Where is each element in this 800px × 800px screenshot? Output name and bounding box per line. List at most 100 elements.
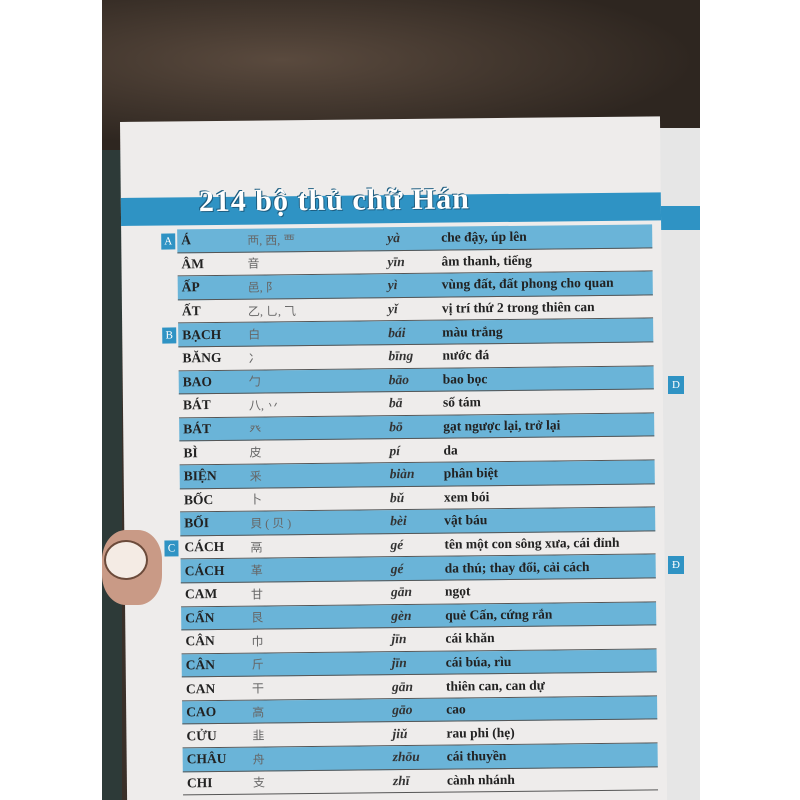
- table-row: CHI 支 zhī cành nhánh: [182, 767, 659, 796]
- pinyin: jīn: [391, 631, 407, 647]
- pinyin: bǔ: [389, 489, 405, 506]
- meaning: thiên can, can dự: [445, 677, 545, 694]
- pinyin: bāo: [388, 371, 410, 388]
- meaning: tên một con sông xưa, cái đỉnh: [444, 534, 620, 552]
- hanzi: 韭: [252, 728, 265, 743]
- radical-name: CÁCH: [184, 538, 225, 555]
- pinyin: gé: [390, 560, 404, 576]
- radical-name: BỐC: [183, 491, 214, 508]
- pinyin: gāo: [392, 702, 413, 718]
- meaning: da thú; thay đổi, cải cách: [444, 558, 590, 576]
- meaning: quẻ Cấn, cứng rắn: [445, 606, 553, 623]
- hanzi: 艮: [251, 610, 264, 625]
- radical-name: CAM: [184, 586, 218, 602]
- hanzi: 卜: [249, 492, 263, 507]
- radical-name: BIỆN: [183, 468, 217, 484]
- pinyin: bèi: [390, 513, 407, 529]
- meaning: xem bói: [443, 488, 490, 505]
- hanzi: 鬲: [250, 540, 263, 555]
- hanzi: 釆: [249, 469, 262, 484]
- radical-name: CỬU: [186, 727, 217, 744]
- meaning: âm thanh, tiếng: [441, 252, 532, 269]
- pinyin: jīn: [391, 655, 407, 671]
- radical-name: ÂM: [181, 256, 205, 272]
- section-letter: C: [164, 540, 179, 557]
- page-title: 214 bộ thủ chữ Hán: [198, 182, 471, 219]
- meaning: cao: [446, 701, 466, 717]
- pinyin: gān: [390, 584, 413, 600]
- pinyin: gān: [391, 678, 414, 694]
- section-letter-dd: Đ: [668, 556, 684, 574]
- pinyin: zhōu: [392, 749, 420, 765]
- section-letter: B: [162, 327, 177, 344]
- meaning: vùng đất, đất phong cho quan: [441, 275, 614, 293]
- radical-name: BÌ: [183, 444, 198, 460]
- hanzi: 音: [247, 256, 260, 272]
- book-cover-edge: [102, 150, 122, 800]
- meaning: cái búa, rìu: [445, 653, 512, 670]
- radical-name: BẠCH: [182, 326, 222, 343]
- pinyin: gé: [390, 537, 404, 553]
- radical-name: BÁT: [182, 397, 211, 413]
- meaning: cái khăn: [445, 630, 495, 647]
- radical-name: BỐI: [184, 515, 210, 531]
- meaning: vị trí thứ 2 trong thiên can: [441, 299, 595, 316]
- pinyin: yǐ: [387, 301, 398, 317]
- meaning: ngọt: [444, 583, 471, 599]
- pinyin: bā: [388, 395, 403, 411]
- pinyin: pí: [389, 442, 401, 458]
- meaning: màu trắng: [442, 323, 503, 340]
- meaning: số tám: [442, 394, 481, 411]
- pinyin: bō: [389, 419, 403, 435]
- meaning: rau phi (hẹ): [446, 724, 515, 741]
- pinyin: jiǔ: [392, 725, 408, 741]
- radical-name: CAN: [185, 680, 216, 696]
- radical-name: CÂN: [185, 657, 216, 673]
- hanzi: 八, 丷: [248, 398, 280, 413]
- hanzi: 皮: [249, 445, 262, 460]
- hanzi: 巾: [251, 634, 264, 649]
- radical-name: CAO: [186, 704, 217, 720]
- hanzi: 勹: [248, 374, 261, 390]
- hanzi: 干: [251, 681, 265, 696]
- hanzi: 高: [252, 705, 265, 720]
- pinyin: yīn: [387, 253, 405, 270]
- fingernail: [104, 540, 148, 580]
- hanzi: 甘: [250, 587, 264, 602]
- hanzi: 乙, 乚, ⺄: [247, 303, 297, 319]
- hanzi: 貝 ( 贝 ): [250, 516, 292, 531]
- radical-name: CÂN: [185, 633, 215, 649]
- meaning: phân biệt: [443, 465, 499, 481]
- radical-name: BÁT: [183, 421, 212, 437]
- radical-name: ẤT: [181, 303, 201, 319]
- pinyin: yà: [387, 230, 401, 246]
- radical-name: Á: [181, 232, 192, 248]
- pinyin: gèn: [391, 607, 412, 623]
- radical-name: BAO: [182, 373, 213, 390]
- meaning: nước đá: [442, 347, 490, 363]
- section-letter: A: [161, 233, 176, 250]
- hanzi: 邑, 阝: [247, 280, 278, 295]
- meaning: da: [443, 442, 458, 458]
- hanzi: 支: [252, 775, 266, 791]
- radical-name: CẤN: [185, 609, 215, 626]
- hanzi: 癶: [249, 422, 262, 437]
- hanzi: 冫: [248, 351, 261, 366]
- right-title-bar: [660, 206, 700, 230]
- radical-name: ẤP: [181, 279, 200, 295]
- hanzi: 革: [250, 563, 263, 578]
- meaning: gạt ngược lại, trở lại: [443, 417, 561, 434]
- meaning: bao bọc: [442, 371, 488, 387]
- radical-name: CHÂU: [186, 751, 227, 767]
- hanzi: 斤: [251, 658, 264, 673]
- radical-name: CÁCH: [184, 562, 225, 578]
- radical-name: CHI: [186, 775, 213, 791]
- meaning: vật báu: [444, 512, 488, 529]
- hanzi: 襾, 西, 覀: [247, 232, 296, 248]
- pinyin: bái: [388, 324, 406, 340]
- pinyin: zhī: [392, 772, 410, 789]
- pinyin: biàn: [389, 466, 415, 482]
